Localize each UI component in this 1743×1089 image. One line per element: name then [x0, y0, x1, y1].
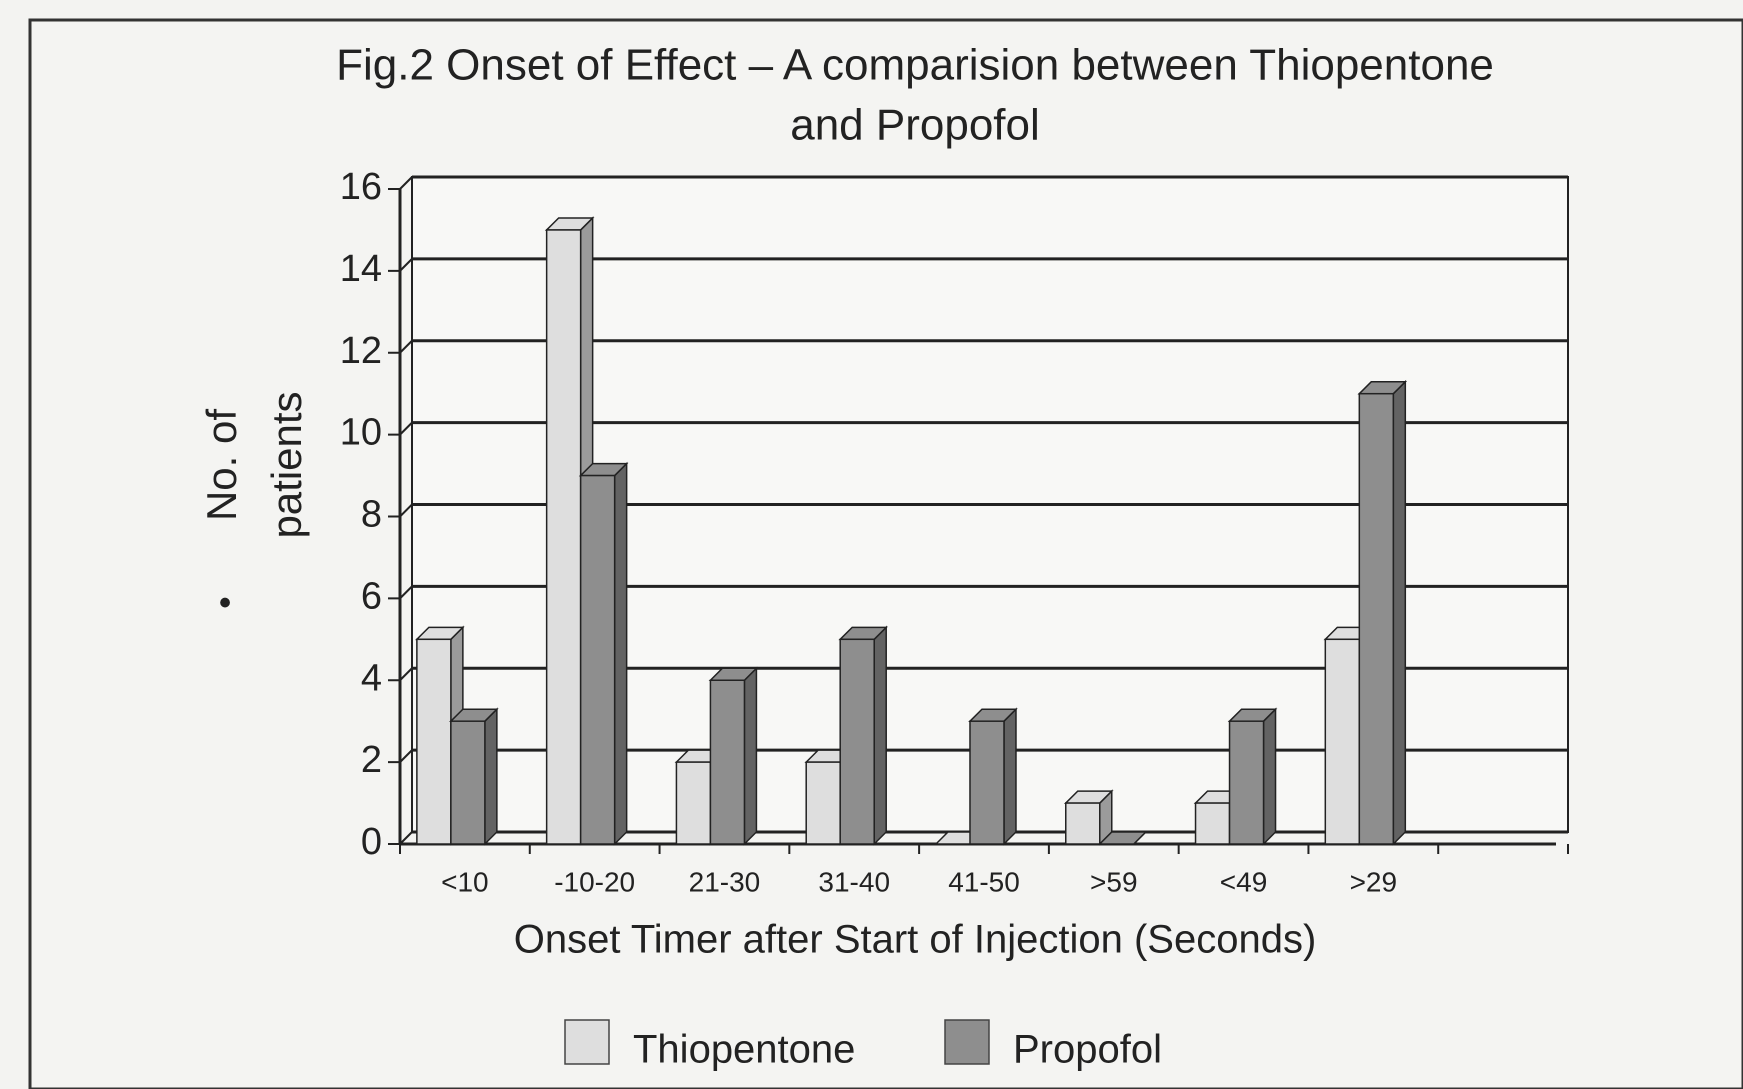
- y-tick-label: 8: [361, 494, 382, 536]
- bar-side: [1262, 707, 1277, 846]
- grid-diagonal: [399, 749, 413, 763]
- bar-side: [1003, 707, 1017, 846]
- x-tick-label: 31-40: [818, 866, 890, 897]
- bar-front: [805, 761, 841, 845]
- x-tick-label: <49: [1220, 866, 1268, 897]
- y-axis-label-marker: •: [219, 582, 232, 623]
- x-tick-label: 21-30: [689, 866, 761, 897]
- grid-diagonal: [399, 258, 413, 272]
- grid-diagonal: [399, 340, 413, 354]
- bar-side: [484, 707, 498, 846]
- grid-diagonal: [399, 421, 413, 436]
- y-tick-label: 2: [361, 739, 382, 781]
- y-tick-label: 12: [340, 330, 382, 372]
- bar: [1097, 831, 1148, 845]
- x-tick-label: -10-20: [554, 866, 635, 897]
- y-tick-label: 14: [340, 248, 382, 290]
- grid-diagonal: [399, 585, 413, 600]
- grid-diagonal: [399, 667, 413, 681]
- bar-front: [450, 720, 486, 845]
- y-tick-label: 16: [340, 166, 382, 208]
- legend-label: Thiopentone: [633, 1028, 855, 1072]
- bar-top: [1097, 831, 1148, 845]
- bar-front: [1324, 638, 1361, 845]
- bar: [1063, 789, 1114, 846]
- x-axis-label: Onset Timer after Start of Injection (Se…: [514, 918, 1317, 962]
- bar-front: [1358, 392, 1395, 845]
- bar-front: [675, 761, 712, 845]
- legend-label: Propofol: [1013, 1028, 1162, 1072]
- bar-front: [839, 638, 875, 845]
- y-axis-label: No. of: [198, 409, 245, 521]
- bar: [578, 461, 629, 846]
- y-axis-label: patients: [263, 391, 310, 538]
- x-tick-label: >29: [1350, 866, 1398, 897]
- bar-front: [1065, 802, 1101, 845]
- grid-diagonal: [399, 503, 413, 518]
- bar-side: [873, 625, 887, 846]
- y-tick-label: 10: [340, 412, 382, 454]
- x-tick-label: <10: [441, 866, 489, 897]
- bar-side: [743, 666, 758, 846]
- chart-title: and Propofol: [790, 101, 1040, 150]
- bar: [968, 707, 1018, 846]
- legend-swatch: [944, 1019, 990, 1065]
- bar-side: [1392, 379, 1407, 846]
- bar-front: [1194, 802, 1231, 845]
- bar-front: [969, 720, 1005, 845]
- bar-front: [545, 229, 582, 845]
- bar: [1227, 707, 1278, 846]
- y-tick-label: 6: [361, 575, 382, 617]
- bar-front: [709, 679, 746, 845]
- bar-front: [1228, 720, 1265, 845]
- bar-front: [579, 474, 616, 845]
- bar-side: [613, 461, 628, 846]
- y-tick-label: 4: [361, 657, 382, 699]
- bar: [708, 666, 759, 846]
- x-tick-label: 41-50: [948, 866, 1020, 897]
- bar: [449, 707, 499, 846]
- y-tick-label: 0: [361, 821, 382, 863]
- bar: [838, 625, 889, 846]
- bar-front: [416, 638, 452, 845]
- grid-diagonal: [399, 831, 413, 845]
- x-tick-label: >59: [1090, 866, 1138, 897]
- chart-title: Fig.2 Onset of Effect – A comparision be…: [336, 41, 1494, 90]
- legend-swatch: [564, 1019, 610, 1065]
- grid-diagonal: [399, 176, 413, 190]
- bar: [1357, 379, 1408, 846]
